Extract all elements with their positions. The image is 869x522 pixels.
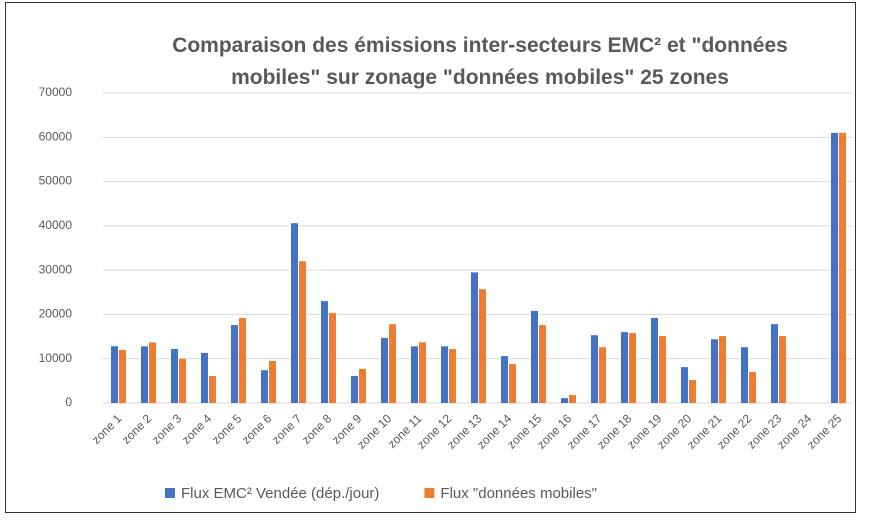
y-tick-label: 40000 [39, 218, 73, 232]
bar [839, 132, 846, 403]
bar [479, 289, 486, 403]
bar [539, 325, 546, 403]
y-tick-label: 30000 [39, 262, 73, 276]
bar [591, 335, 598, 403]
y-tick-label: 0 [65, 395, 72, 409]
chart-title: Comparaison des émissions inter-secteurs… [172, 34, 788, 89]
x-tick-label: zone 3 [149, 411, 185, 447]
bar [599, 347, 606, 403]
bar [629, 333, 636, 403]
bar [299, 261, 306, 403]
bar [179, 358, 186, 403]
bar [621, 332, 628, 403]
bar [681, 367, 688, 403]
legend-label: Flux "données mobiles" [440, 485, 597, 502]
bar [321, 301, 328, 403]
bar [201, 352, 208, 403]
bar [261, 370, 268, 403]
x-tick-label: zone 8 [299, 411, 335, 447]
bar [749, 372, 756, 403]
bar [111, 346, 118, 403]
bar [741, 347, 748, 403]
bar [291, 223, 298, 403]
bar [471, 272, 478, 403]
bar [561, 398, 568, 403]
bar [381, 337, 388, 403]
x-tick-label: zone 25 [804, 411, 844, 451]
bar [329, 313, 336, 403]
bar [171, 348, 178, 403]
bar [269, 360, 276, 403]
bar [231, 325, 238, 403]
legend: Flux EMC² Vendée (dép./jour) Flux "donnée… [165, 485, 597, 502]
y-tick-label: 70000 [39, 85, 73, 99]
bar [119, 349, 126, 403]
y-tick-label: 20000 [39, 307, 73, 321]
x-tick-label: zone 1 [89, 411, 125, 447]
x-tick-label: zone 5 [209, 411, 245, 447]
chart-frame [5, 2, 856, 513]
bar [239, 317, 246, 403]
legend-swatch [424, 488, 435, 498]
y-tick-label: 60000 [39, 129, 73, 143]
x-tick-label: zone 7 [269, 411, 305, 447]
bar [441, 346, 448, 403]
bar [711, 339, 718, 403]
bar [419, 342, 426, 403]
bar [719, 336, 726, 403]
bar [449, 348, 456, 403]
bar [569, 395, 576, 403]
bar [141, 346, 148, 403]
bar [659, 336, 666, 403]
legend-swatch [165, 488, 175, 498]
bar [501, 356, 508, 403]
x-tick-label: zone 6 [239, 411, 275, 447]
bar [509, 364, 516, 403]
legend-label: Flux EMC² Vendée (dép./jour) [181, 485, 379, 502]
bar [389, 324, 396, 403]
bar [689, 379, 696, 403]
bar [771, 324, 778, 403]
bar [209, 375, 216, 403]
bar [651, 317, 658, 403]
x-tick-label: zone 2 [119, 411, 155, 447]
y-tick-label: 50000 [39, 174, 73, 188]
bar [531, 310, 538, 403]
x-tick-label: zone 4 [179, 411, 215, 447]
bar [779, 336, 786, 403]
bar [411, 346, 418, 403]
bar [831, 132, 838, 403]
bar [351, 375, 358, 403]
bar [359, 368, 366, 403]
bar [149, 342, 156, 403]
y-tick-label: 10000 [39, 351, 73, 365]
